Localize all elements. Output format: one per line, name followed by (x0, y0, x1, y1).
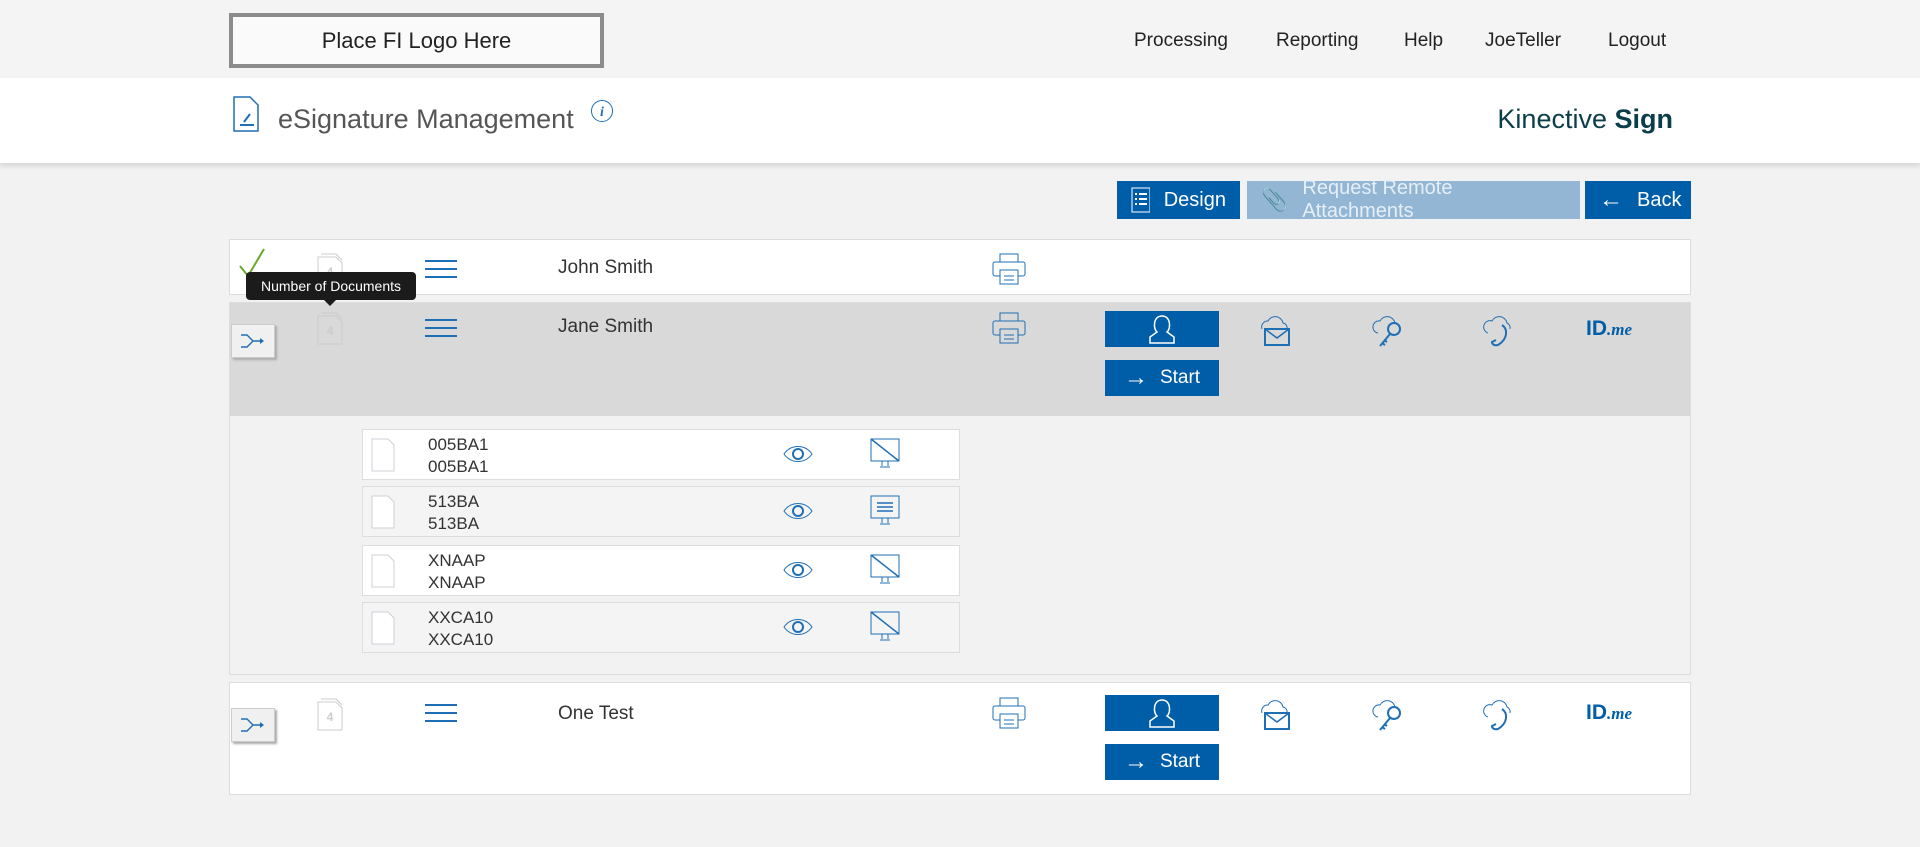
route-button[interactable] (231, 708, 275, 742)
svg-text:4: 4 (327, 710, 334, 724)
start-button[interactable]: → Start (1105, 360, 1219, 396)
route-icon (241, 334, 264, 348)
document-count-icon[interactable]: 4 (316, 311, 344, 345)
eye-icon[interactable] (783, 501, 813, 521)
signer-row-header (230, 303, 1690, 416)
in-person-button[interactable] (1105, 311, 1219, 347)
printer-icon[interactable] (992, 253, 1026, 285)
svg-text:4: 4 (327, 324, 334, 338)
document-code: XNAAP (428, 551, 486, 570)
cloud-email-icon[interactable] (1258, 697, 1292, 731)
document-name: XXCA10 (428, 630, 494, 649)
printer-icon[interactable] (992, 697, 1026, 729)
signer-name: Jane Smith (558, 316, 654, 337)
signer-row: 4 One Test → Start ID.me (229, 682, 1691, 795)
monitor-disabled-icon[interactable] (870, 611, 900, 643)
arrow-right-icon: → (1123, 748, 1148, 775)
cloud-key-icon[interactable] (1370, 697, 1404, 731)
logo-placeholder: Place FI Logo Here (229, 13, 604, 68)
page-header (0, 78, 1920, 163)
document-name: XNAAP (428, 573, 486, 592)
cloud-phone-icon[interactable] (1482, 313, 1516, 347)
brand-logo: Kinective Sign (1497, 104, 1673, 135)
document-code: 005BA1 (428, 435, 489, 454)
tooltip: Number of Documents (246, 272, 416, 306)
request-attachments-button[interactable]: 📎 Request Remote Attachments (1247, 177, 1580, 222)
arrow-left-icon: ← (1599, 186, 1623, 213)
in-person-button[interactable] (1105, 695, 1219, 731)
file-icon (371, 611, 395, 645)
svg-text:i: i (600, 105, 604, 120)
document-row: XNAAP XNAAP (362, 545, 960, 596)
checklist-icon (1131, 187, 1150, 213)
cloud-phone-icon[interactable] (1482, 697, 1516, 731)
eye-icon[interactable] (783, 444, 813, 464)
person-icon (1149, 315, 1175, 344)
file-icon (371, 495, 395, 529)
idme-text: ID (1586, 317, 1607, 340)
menu-icon[interactable] (425, 704, 457, 722)
brand-light: Kinective (1497, 104, 1607, 134)
back-label: Back (1637, 188, 1682, 211)
back-button[interactable]: ← Back (1585, 181, 1691, 219)
arrow-right-icon: → (1123, 364, 1148, 391)
idme-suffix: .me (1607, 320, 1633, 339)
menu-icon[interactable] (425, 319, 457, 337)
menu-icon[interactable] (425, 260, 457, 278)
eye-icon[interactable] (783, 560, 813, 580)
document-row: 005BA1 005BA1 (362, 429, 960, 480)
document-label: 005BA1 005BA1 (428, 434, 489, 478)
start-button[interactable]: → Start (1105, 744, 1219, 780)
nav-processing[interactable]: Processing (1134, 30, 1228, 51)
document-label: XNAAP XNAAP (428, 550, 486, 594)
info-icon[interactable]: i (590, 99, 614, 123)
monitor-icon[interactable] (870, 495, 900, 527)
printer-icon[interactable] (992, 312, 1026, 344)
document-code: XXCA10 (428, 608, 494, 627)
request-label: Request Remote Attachments (1302, 177, 1453, 222)
signer-name: John Smith (558, 257, 654, 278)
signer-name: One Test (558, 703, 634, 724)
file-icon (371, 554, 395, 588)
person-icon (1149, 699, 1175, 728)
idme-logo[interactable]: ID.me (1586, 317, 1632, 341)
document-row: XXCA10 XXCA10 (362, 602, 960, 653)
document-label: XXCA10 XXCA10 (428, 607, 493, 651)
nav-user[interactable]: JoeTeller (1485, 30, 1562, 51)
cloud-email-icon[interactable] (1258, 313, 1292, 347)
paperclip-icon: 📎 (1261, 187, 1289, 212)
monitor-disabled-icon[interactable] (870, 438, 900, 470)
esignature-icon (233, 96, 259, 132)
route-icon (241, 718, 264, 732)
monitor-disabled-icon[interactable] (870, 554, 900, 586)
file-icon (371, 438, 395, 472)
design-label: Design (1163, 188, 1226, 211)
nav-reporting[interactable]: Reporting (1276, 30, 1359, 51)
nav-help[interactable]: Help (1404, 30, 1444, 51)
nav-logout[interactable]: Logout (1608, 30, 1667, 51)
cloud-key-icon[interactable] (1370, 313, 1404, 347)
route-button[interactable] (231, 324, 275, 358)
document-label: 513BA 513BA (428, 491, 479, 535)
document-name: 005BA1 (428, 457, 489, 476)
start-label: Start (1159, 367, 1201, 388)
brand-bold: Sign (1614, 104, 1674, 134)
idme-text: ID (1586, 701, 1607, 724)
document-row: 513BA 513BA (362, 486, 960, 537)
design-button[interactable]: Design (1117, 181, 1240, 219)
document-count-icon[interactable]: 4 (316, 697, 344, 731)
document-name: 513BA (428, 514, 480, 533)
idme-suffix: .me (1607, 704, 1633, 723)
idme-logo[interactable]: ID.me (1586, 701, 1632, 725)
document-code: 513BA (428, 492, 480, 511)
page-title: eSignature Management (278, 104, 574, 134)
start-label: Start (1159, 751, 1201, 772)
eye-icon[interactable] (783, 617, 813, 637)
signer-row: 4 John Smith (229, 239, 1691, 295)
